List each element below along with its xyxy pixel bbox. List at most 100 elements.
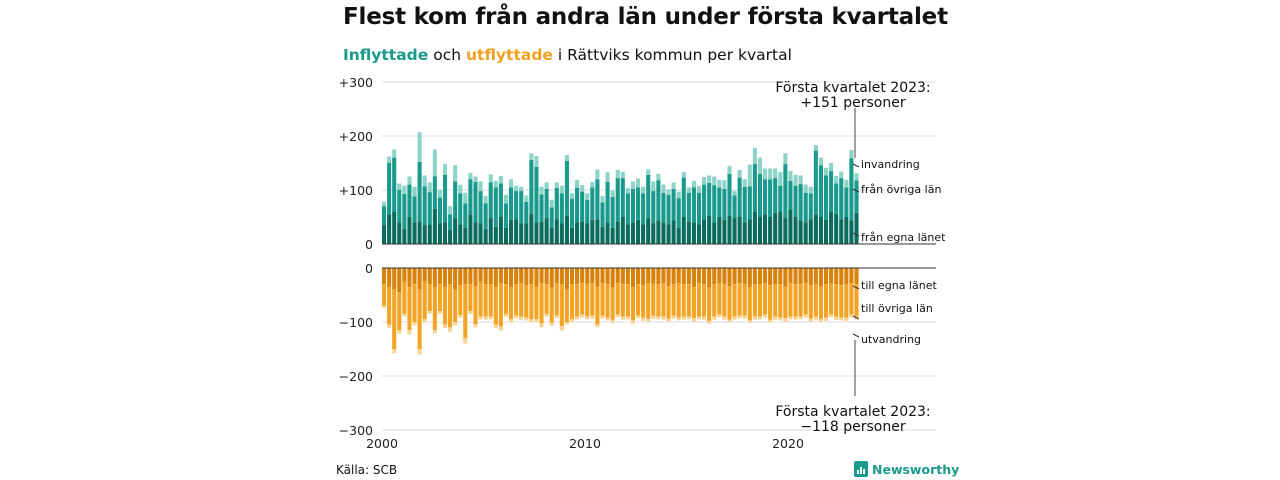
bar-in-other — [620, 178, 625, 217]
bar-out-domestic — [849, 268, 854, 284]
bar-in-other — [615, 178, 620, 222]
bar-out-emigration — [514, 315, 519, 319]
bar-out-domestic — [757, 268, 763, 285]
bar-out-domestic — [686, 268, 691, 285]
bar-in-immigration — [549, 199, 554, 208]
bar-out-emigration — [559, 326, 564, 331]
bar-in-other — [742, 186, 747, 223]
bar-out-other — [549, 287, 554, 323]
bar-out-emigration — [417, 349, 422, 355]
bar-out-domestic — [595, 268, 600, 287]
bar-in-immigration — [488, 174, 493, 183]
bar-out-domestic — [564, 268, 569, 290]
bar-out-emigration — [630, 320, 636, 324]
bar-in-immigration — [473, 176, 478, 182]
bar-in-domestic — [768, 217, 773, 244]
bar-out-emigration — [569, 319, 575, 323]
bar-in-domestic — [839, 219, 844, 244]
bar-out-domestic — [519, 268, 524, 284]
bar-out-emigration — [407, 330, 412, 335]
bar-out-other — [437, 284, 442, 312]
bar-out-emigration — [686, 316, 691, 320]
bar-in-domestic — [783, 218, 788, 244]
bar-out-other — [610, 287, 615, 320]
bar-out-emigration — [788, 316, 793, 320]
bar-out-other — [808, 285, 813, 319]
bar-in-immigration — [427, 182, 432, 193]
bar-out-other — [397, 292, 402, 331]
bar-out-other — [519, 283, 524, 317]
bar-out-domestic — [747, 268, 752, 287]
bar-out-domestic — [742, 268, 747, 285]
bar-in-domestic — [493, 226, 498, 244]
bar-out-other — [382, 284, 387, 306]
bar-in-other — [798, 184, 803, 221]
bar-out-emigration — [661, 316, 666, 320]
bar-out-other — [707, 287, 712, 321]
bar-out-emigration — [681, 316, 686, 320]
bar-in-other — [488, 182, 493, 219]
bar-out-other — [763, 283, 768, 315]
bar-out-emigration — [823, 317, 829, 321]
bar-out-emigration — [834, 316, 839, 320]
bar-out-emigration — [717, 314, 722, 318]
bar-in-immigration — [468, 172, 473, 180]
bar-out-other — [417, 289, 422, 349]
bar-out-other — [488, 284, 493, 317]
bar-out-domestic — [442, 268, 448, 287]
bar-in-other — [712, 185, 717, 223]
bar-in-other — [630, 188, 636, 223]
bar-out-other — [793, 284, 798, 317]
bar-in-domestic — [625, 224, 630, 244]
bar-out-domestic — [666, 268, 671, 287]
bar-out-other — [432, 286, 437, 331]
bar-out-emigration — [544, 313, 549, 317]
bar-out-other — [442, 286, 448, 325]
subtitle-inflyttade: Inflyttade — [343, 46, 429, 64]
bar-out-other — [473, 286, 478, 325]
bar-out-other — [712, 284, 717, 317]
bar-out-emigration — [463, 338, 468, 344]
bar-in-immigration — [783, 153, 788, 165]
bar-out-domestic — [600, 268, 605, 284]
bar-in-other — [666, 194, 671, 225]
bar-out-other — [742, 284, 747, 316]
bar-in-domestic — [397, 222, 402, 244]
bar-in-other — [575, 187, 580, 223]
bar-in-domestic — [707, 215, 712, 244]
bar-out-domestic — [610, 268, 615, 288]
bar-in-domestic — [727, 215, 732, 244]
bar-out-emigration — [580, 314, 585, 318]
bar-in-immigration — [407, 176, 412, 185]
bar-out-domestic — [813, 268, 818, 285]
bar-out-domestic — [534, 268, 539, 287]
bar-in-domestic — [732, 218, 737, 244]
bar-out-domestic — [788, 268, 793, 284]
bar-in-other — [691, 187, 696, 223]
bar-out-emigration — [519, 316, 524, 320]
bar-out-emigration — [412, 322, 417, 326]
bar-in-domestic — [600, 226, 605, 244]
bar-in-other — [453, 181, 458, 219]
bar-in-immigration — [707, 175, 712, 183]
bar-out-emigration — [813, 316, 818, 320]
bar-chart-icon — [854, 461, 868, 477]
series-label-leader — [852, 285, 860, 290]
bar-in-domestic — [524, 223, 529, 244]
bar-out-other — [671, 284, 676, 316]
bar-out-other — [625, 284, 630, 317]
bar-in-other — [407, 184, 412, 217]
bar-in-immigration — [661, 184, 666, 193]
x-tick-label: 2020 — [772, 436, 804, 451]
bar-out-domestic — [727, 268, 732, 287]
bar-in-other — [788, 180, 793, 210]
bar-in-immigration — [722, 180, 727, 189]
bar-in-domestic — [453, 218, 458, 244]
chart-title: Flest kom från andra län under första kv… — [343, 4, 948, 30]
bar-in-domestic — [696, 224, 702, 244]
bar-out-domestic — [615, 268, 620, 284]
bar-in-immigration — [671, 182, 676, 189]
bar-out-emigration — [737, 315, 742, 319]
bar-out-other — [387, 286, 392, 325]
